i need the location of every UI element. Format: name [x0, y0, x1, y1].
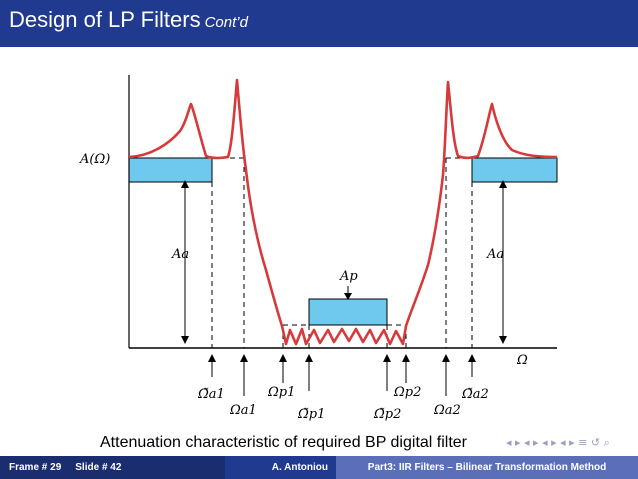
slide-title-text: Design of LP Filters: [9, 7, 201, 32]
freq-label-ta1: Ω̃a1: [197, 387, 225, 402]
figure-caption: Attenuation characteristic of required B…: [100, 434, 468, 451]
attenuation-curve: [128, 78, 558, 346]
attenuation-figure: A(Ω) Ω Aa Aa Ap Ω̃a1 Ωa1 Ωp1 Ω̃p1 Ω̃p2 Ω…: [79, 75, 558, 422]
footer-author: A. Antoniou: [225, 456, 336, 479]
freq-label-ta2: Ω̃a2: [461, 387, 489, 402]
freq-label-tp2: Ω̃p2: [373, 407, 401, 422]
freq-label-a2: Ωa2: [433, 403, 461, 418]
title-bar: Design of LP Filters Cont’d: [0, 0, 638, 47]
y-axis-label: A(Ω): [79, 152, 110, 167]
passband-box: [308, 298, 388, 326]
footer-part: Part3: IIR Filters – Bilinear Transforma…: [336, 456, 638, 479]
footer-bar: Frame # 29 Slide # 42 A. Antoniou Part3:…: [0, 456, 638, 479]
aa-right-label: Aa: [486, 247, 504, 262]
slide-title-suffix: Cont’d: [204, 14, 248, 31]
freq-label-tp1: Ω̃p1: [297, 407, 325, 422]
beamer-nav-icons[interactable]: ◂ ▸ ◂ ▸ ◂ ▸ ◂ ▸ ≡ ↺ ⌕: [506, 436, 610, 449]
stopband-right-box: [471, 157, 558, 183]
freq-label-p2: Ωp2: [393, 385, 421, 400]
footer-frame-info: Frame # 29 Slide # 42: [0, 456, 225, 479]
freq-label-a1: Ωa1: [229, 403, 257, 418]
aa-left-label: Aa: [171, 247, 189, 262]
freq-label-p1: Ωp1: [267, 385, 295, 400]
slide-title: Design of LP Filters Cont’d: [9, 7, 248, 33]
frame-number: Frame # 29: [9, 462, 62, 473]
stopband-left-box: [128, 157, 213, 183]
ap-arrow-head: [344, 293, 352, 300]
freq-arrows: [208, 354, 476, 396]
x-axis-label: Ω: [516, 353, 528, 368]
ap-label: Ap: [339, 269, 358, 284]
slide-number: Slide # 42: [75, 462, 122, 473]
